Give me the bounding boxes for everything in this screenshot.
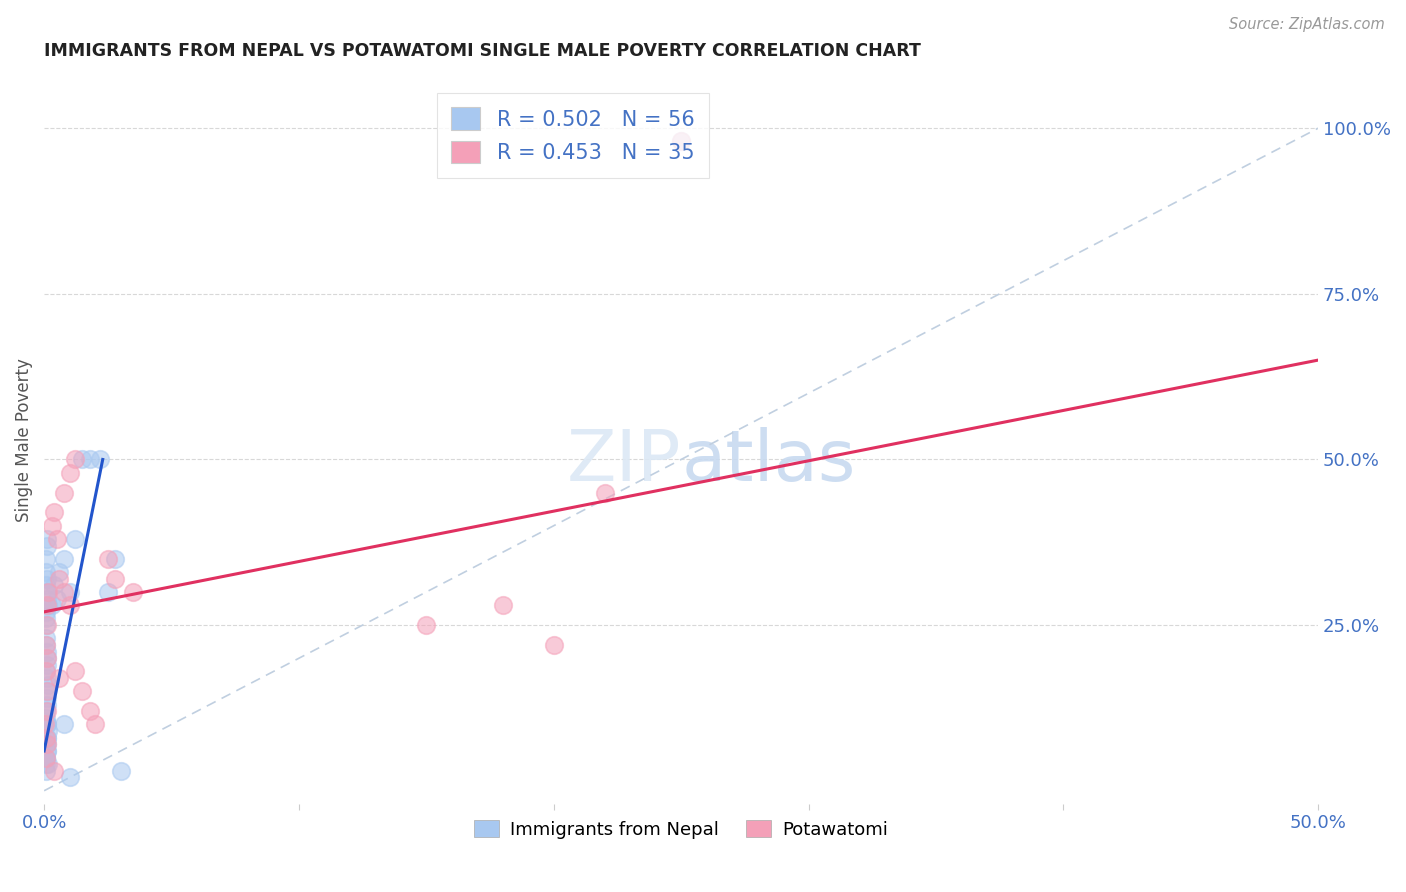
Point	[593, 485, 616, 500]
Point	[37, 618, 59, 632]
Point	[37, 731, 59, 745]
Point	[35, 757, 58, 772]
Point	[492, 599, 515, 613]
Point	[48, 671, 70, 685]
Point	[35, 717, 58, 731]
Point	[58, 771, 80, 785]
Point	[37, 572, 59, 586]
Point	[35, 750, 58, 764]
Point	[35, 737, 58, 751]
Point	[72, 452, 94, 467]
Point	[79, 452, 101, 467]
Point	[45, 591, 67, 606]
Point	[58, 466, 80, 480]
Point	[44, 578, 66, 592]
Point	[53, 485, 76, 500]
Point	[35, 731, 58, 745]
Point	[41, 599, 63, 613]
Point	[35, 539, 58, 553]
Point	[35, 565, 58, 579]
Point	[35, 611, 58, 625]
Point	[37, 684, 59, 698]
Y-axis label: Single Male Poverty: Single Male Poverty	[15, 358, 32, 522]
Point	[89, 452, 111, 467]
Point	[35, 717, 58, 731]
Point	[37, 724, 59, 739]
Point	[34, 717, 56, 731]
Point	[48, 565, 70, 579]
Text: ZIP: ZIP	[567, 427, 681, 496]
Point	[415, 618, 437, 632]
Point	[35, 684, 58, 698]
Point	[97, 585, 120, 599]
Point	[37, 678, 59, 692]
Point	[110, 764, 132, 778]
Point	[37, 757, 59, 772]
Point	[84, 717, 107, 731]
Point	[104, 552, 127, 566]
Point	[37, 599, 59, 613]
Point	[35, 599, 58, 613]
Text: IMMIGRANTS FROM NEPAL VS POTAWATOMI SINGLE MALE POVERTY CORRELATION CHART: IMMIGRANTS FROM NEPAL VS POTAWATOMI SING…	[44, 42, 921, 60]
Point	[543, 638, 565, 652]
Point	[35, 711, 58, 725]
Point	[35, 744, 58, 758]
Point	[669, 135, 692, 149]
Point	[35, 704, 58, 718]
Point	[34, 618, 56, 632]
Point	[58, 599, 80, 613]
Point	[97, 552, 120, 566]
Point	[53, 552, 76, 566]
Point	[35, 744, 58, 758]
Point	[44, 764, 66, 778]
Point	[63, 532, 86, 546]
Point	[35, 651, 58, 665]
Point	[35, 644, 58, 658]
Point	[35, 578, 58, 592]
Legend: R = 0.502   N = 56, R = 0.453   N = 35: R = 0.502 N = 56, R = 0.453 N = 35	[437, 93, 710, 178]
Point	[35, 665, 58, 679]
Point	[34, 750, 56, 764]
Point	[79, 704, 101, 718]
Point	[58, 585, 80, 599]
Point	[63, 452, 86, 467]
Point	[37, 657, 59, 672]
Point	[53, 717, 76, 731]
Point	[35, 704, 58, 718]
Point	[35, 690, 58, 705]
Point	[35, 651, 58, 665]
Point	[35, 731, 58, 745]
Text: Source: ZipAtlas.com: Source: ZipAtlas.com	[1229, 17, 1385, 31]
Point	[35, 638, 58, 652]
Point	[34, 665, 56, 679]
Point	[45, 532, 67, 546]
Point	[35, 750, 58, 764]
Point	[35, 591, 58, 606]
Point	[35, 585, 58, 599]
Point	[669, 135, 692, 149]
Point	[41, 518, 63, 533]
Point	[44, 506, 66, 520]
Point	[48, 572, 70, 586]
Point	[34, 552, 56, 566]
Point	[35, 638, 58, 652]
Point	[53, 585, 76, 599]
Point	[35, 737, 58, 751]
Point	[37, 698, 59, 712]
Point	[72, 684, 94, 698]
Point	[104, 572, 127, 586]
Point	[35, 605, 58, 619]
Point	[35, 764, 58, 778]
Point	[122, 585, 145, 599]
Point	[37, 585, 59, 599]
Point	[37, 737, 59, 751]
Point	[63, 665, 86, 679]
Point	[35, 671, 58, 685]
Point	[37, 532, 59, 546]
Text: atlas: atlas	[681, 427, 855, 496]
Point	[35, 632, 58, 646]
Point	[34, 750, 56, 764]
